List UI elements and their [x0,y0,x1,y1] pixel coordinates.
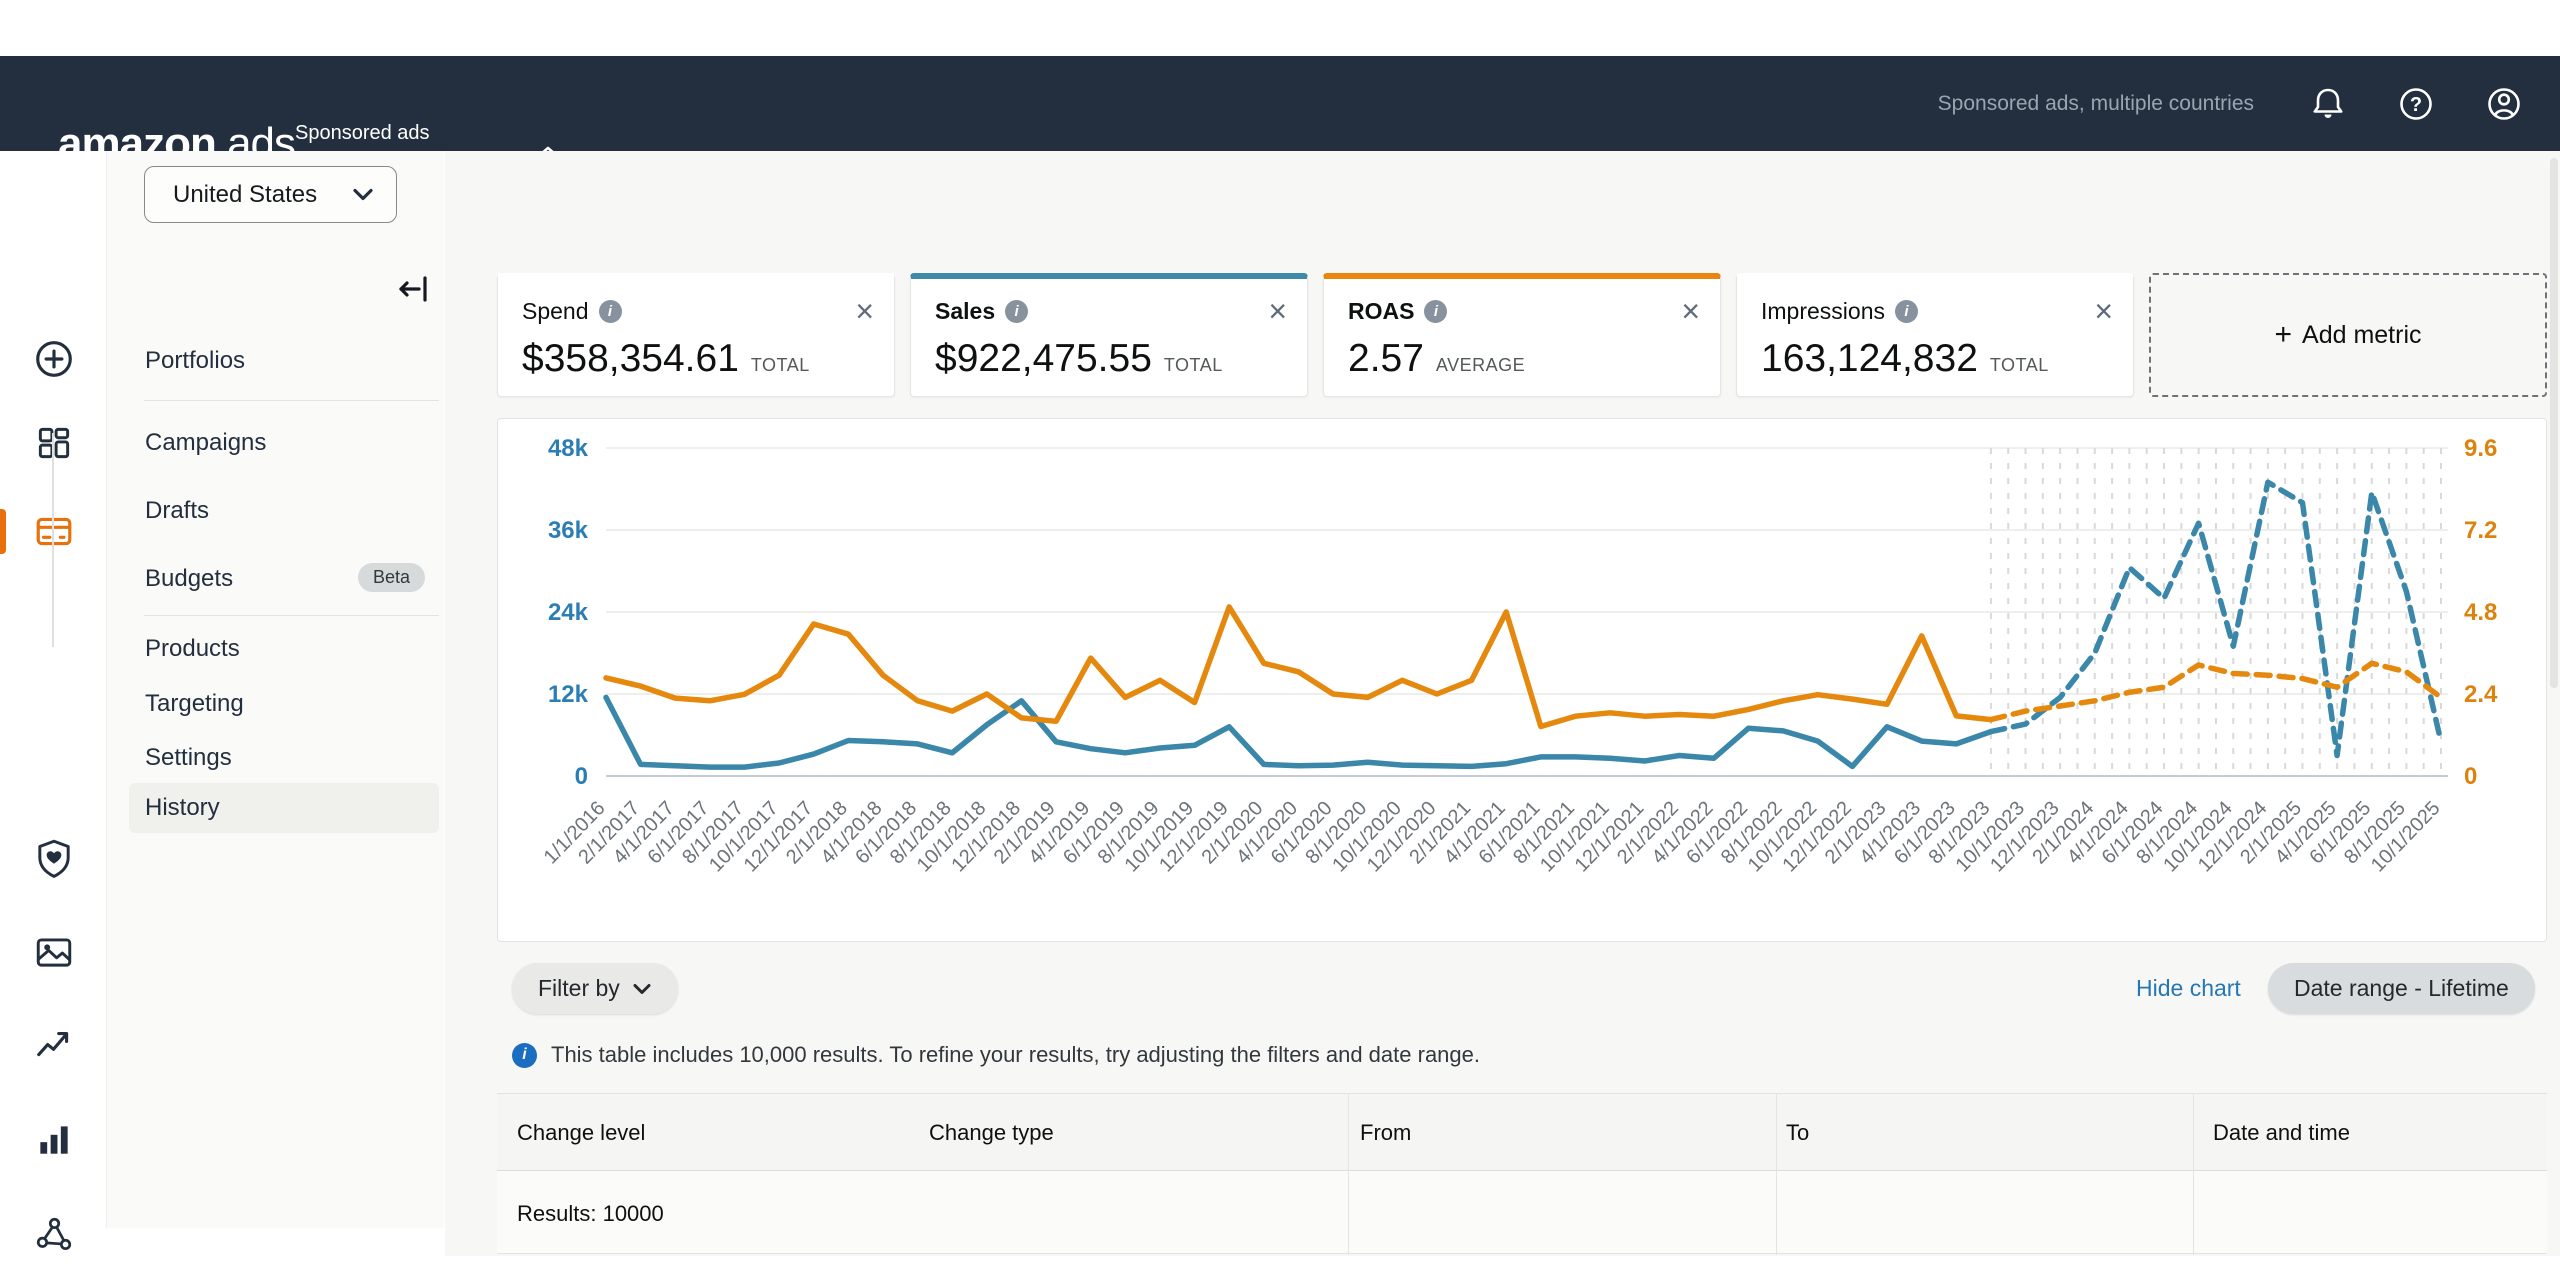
svg-text:7.2: 7.2 [2464,517,2497,544]
metric-aggregation: TOTAL [750,355,810,375]
svg-text:48k: 48k [548,435,589,462]
help-icon[interactable]: ? [2396,84,2436,124]
plus-icon: + [2274,318,2293,351]
svg-text:0: 0 [575,763,588,790]
table-results-row: Results: 10000 [497,1172,2547,1255]
column-header-date-time[interactable]: Date and time [2213,1119,2350,1145]
chevron-down-icon [633,983,651,994]
sidebar-item-history[interactable]: History [129,783,439,833]
reports-bar-chart-icon[interactable] [33,1118,75,1160]
menu-divider [144,615,439,616]
metric-card-spend[interactable]: Spend i × $358,354.61 TOTAL [497,273,895,397]
campaigns-card-icon[interactable] [33,510,75,552]
close-icon[interactable]: × [2094,293,2113,329]
create-plus-icon[interactable] [33,338,75,380]
dashboard-grid-icon[interactable] [33,422,75,464]
app-title-sponsored-ads: Sponsored ads [295,122,430,144]
column-header-change-type[interactable]: Change type [929,1119,1054,1145]
sidebar-item-targeting[interactable]: Targeting [145,690,244,717]
rail-divider [52,433,54,647]
metric-aggregation: AVERAGE [1435,355,1526,375]
collapse-sidebar-icon[interactable] [395,271,431,307]
account-icon[interactable] [2484,84,2524,124]
page-scrollbar[interactable] [2550,158,2558,688]
results-count-label: Results: 10000 [517,1200,664,1226]
column-header-change-level[interactable]: Change level [517,1119,646,1145]
table-note-text: This table includes 10,000 results. To r… [551,1042,1480,1067]
info-icon[interactable]: i [1424,299,1448,323]
table-header-row: Change level Change type From To Date an… [497,1094,2547,1171]
left-icon-rail [0,151,106,1280]
sidebar-item-campaigns[interactable]: Campaigns [145,429,267,456]
metric-card-roas[interactable]: ROAS i × 2.57 AVERAGE [1323,273,1721,397]
performance-chart[interactable]: 48k 9.6 36k 7.2 24k 4.8 12k 2.4 0 0 1/1/2016 2/1/20… [497,418,2547,942]
menu-divider [144,400,439,401]
history-table: Change level Change type From To Date an… [497,1093,2547,1255]
metric-label: Sales [935,297,996,324]
svg-text:24k: 24k [548,599,589,626]
column-header-to[interactable]: To [1786,1119,1810,1145]
svg-text:9.6: 9.6 [2464,435,2497,462]
date-range-button[interactable]: Date range - Lifetime [2268,963,2535,1014]
metric-card-impressions[interactable]: Impressions i × 163,124,832 TOTAL [1736,273,2134,397]
metric-aggregation: TOTAL [1163,355,1223,375]
metric-aggregation: TOTAL [1989,355,2049,375]
metric-card-sales[interactable]: Sales i × $922,475.55 TOTAL [910,273,1308,397]
svg-text:0: 0 [2464,763,2477,790]
metric-value: 2.57 [1348,337,1424,380]
metric-label: ROAS [1348,297,1415,324]
table-note: i This table includes 10,000 results. To… [512,1042,1480,1068]
column-header-from[interactable]: From [1360,1119,1412,1145]
svg-text:4.8: 4.8 [2464,599,2497,626]
active-rail-indicator [0,509,6,554]
sidebar-item-budgets[interactable]: Budgets Beta [129,554,439,604]
nav-right-group: Sponsored ads, multiple countries ? [1938,56,2524,151]
filter-by-button[interactable]: Filter by [512,963,678,1014]
sidebar-item-portfolios[interactable]: Portfolios [145,347,246,374]
column-divider [1348,1094,1349,1255]
beta-badge: Beta [357,563,425,592]
top-nav: amazon ads Sponsored ads Campaign manage… [0,56,2560,186]
close-icon[interactable]: × [1268,293,1287,329]
sidebar: United States Portfolios Campaigns Draft… [106,151,444,1228]
svg-text:36k: 36k [548,517,589,544]
metric-value: $922,475.55 [935,337,1152,380]
add-metric-button[interactable]: + Add metric [2149,273,2547,397]
close-icon[interactable]: × [1681,293,1700,329]
info-icon[interactable]: i [1894,299,1918,323]
metric-value: 163,124,832 [1761,337,1978,380]
brand-shield-icon[interactable] [33,837,75,879]
close-icon[interactable]: × [855,293,874,329]
notifications-bell-icon[interactable] [2308,84,2348,124]
sidebar-item-drafts[interactable]: Drafts [145,497,210,524]
country-selector[interactable]: United States [144,166,397,223]
metric-value: $358,354.61 [522,337,739,380]
account-context-label: Sponsored ads, multiple countries [1937,91,2254,115]
sidebar-item-settings[interactable]: Settings [145,744,232,771]
svg-text:?: ? [2410,94,2422,116]
metric-label: Impressions [1761,297,1885,324]
insights-line-chart-icon[interactable] [33,1022,75,1064]
metric-label: Spend [522,297,589,324]
svg-text:12k: 12k [548,681,589,708]
info-icon[interactable]: i [1005,299,1029,323]
hide-chart-link[interactable]: Hide chart [2136,975,2241,1001]
sidebar-item-products[interactable]: Products [145,635,240,662]
svg-text:2.4: 2.4 [2464,681,2498,708]
info-icon: i [512,1042,537,1068]
chevron-down-icon [353,188,373,201]
info-icon[interactable]: i [598,299,622,323]
workflows-network-icon[interactable] [33,1214,75,1256]
creative-assets-icon[interactable] [33,931,75,973]
column-divider [1776,1094,1777,1255]
country-selector-label: United States [173,180,318,208]
column-divider [2193,1094,2194,1255]
